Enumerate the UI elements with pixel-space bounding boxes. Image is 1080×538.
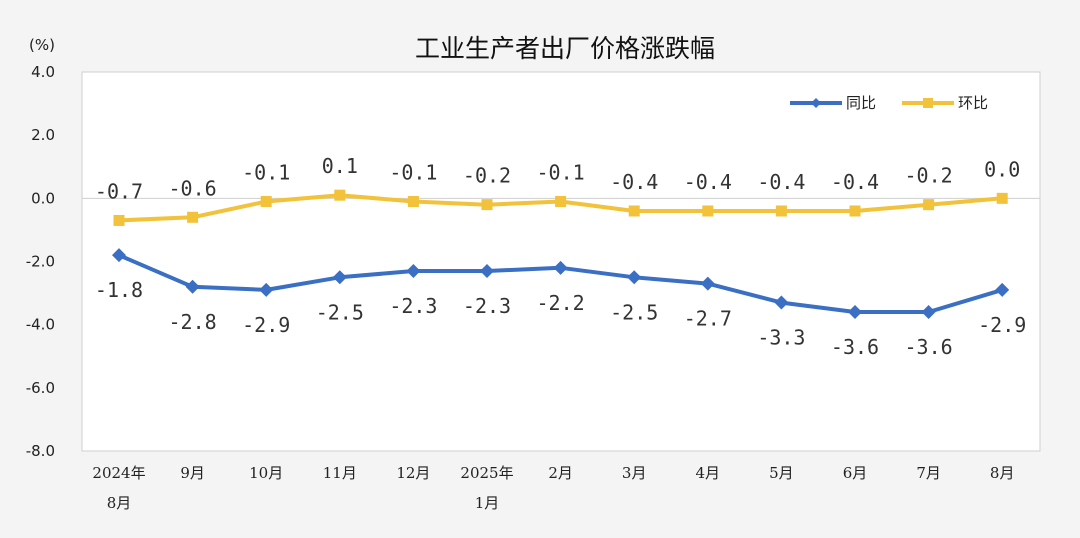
y-tick-label: -8.0 (26, 442, 55, 460)
y-tick-label: 4.0 (31, 63, 55, 81)
data-label: -3.6 (831, 335, 879, 359)
x-tick-label: 6月 (843, 464, 868, 482)
y-tick-label: -6.0 (26, 379, 55, 397)
data-point (628, 205, 640, 217)
data-label: -0.2 (463, 164, 511, 188)
data-point (848, 305, 862, 320)
unit-label: (%) (29, 36, 55, 54)
data-label-layer: -0.7 -0.6 -0.1 0.1 -0.1 -0.2 -0.1 -0.4 -0.4 -0.4 -… (95, 154, 1026, 359)
x-tick-label: 9月 (180, 464, 205, 482)
data-point (260, 195, 272, 207)
x-tick-label: 11月 (323, 464, 357, 482)
x-tick-label: 12月 (396, 464, 430, 482)
data-label: -3.3 (757, 326, 805, 350)
data-label: -0.1 (242, 160, 290, 184)
data-label: -0.6 (169, 176, 217, 200)
x-tick-label: 3月 (622, 464, 647, 482)
y-tick-label: -4.0 (26, 316, 55, 334)
data-point (481, 199, 493, 211)
x-tick-label: 2024年 8月 (92, 464, 145, 512)
data-point (996, 192, 1008, 204)
y-tick-label: 0.0 (31, 189, 55, 207)
data-point (849, 205, 861, 217)
data-point (406, 263, 421, 278)
data-point (113, 214, 125, 226)
x-tick-label: 2月 (548, 464, 573, 482)
legend: 同比 环比 (790, 94, 988, 112)
legend-label: 环比 (958, 94, 988, 112)
data-point (775, 205, 787, 217)
data-label: -0.7 (95, 179, 143, 203)
data-label: -0.2 (905, 164, 953, 188)
data-label: -2.9 (242, 313, 290, 337)
data-label: -2.3 (463, 294, 511, 318)
legend-marker (923, 98, 933, 108)
data-point (112, 248, 126, 263)
data-point (259, 282, 274, 297)
data-point (995, 282, 1010, 297)
data-point (553, 260, 568, 275)
data-label: -2.2 (537, 291, 585, 315)
data-point (702, 205, 714, 217)
y-axis: 4.0 2.0 0.0 -2.0 -4.0 -6.0 -8.0 (26, 63, 55, 460)
data-label: -2.3 (389, 294, 437, 318)
legend-marker (811, 98, 821, 108)
x-tick-label: 10月 (249, 464, 283, 482)
x-tick-label: 2025年 1月 (460, 464, 513, 512)
legend-label: 同比 (846, 94, 876, 112)
data-point (332, 270, 347, 285)
x-tick-label: 8月 (990, 464, 1015, 482)
data-label: -3.6 (905, 335, 953, 359)
data-label: -0.4 (757, 170, 805, 194)
data-label: -0.4 (610, 170, 658, 194)
data-label: -0.1 (537, 160, 585, 184)
data-label: -0.4 (684, 170, 732, 194)
x-axis: 2024年 8月 9月 10月 11月 12月 2025年 1月 2月 3月 4月 5月 6月 7月 8月 (92, 464, 1014, 512)
data-label: -2.7 (684, 307, 732, 331)
data-point (774, 295, 789, 310)
data-label: -0.1 (389, 160, 437, 184)
data-point (480, 263, 494, 278)
data-point (700, 276, 715, 291)
data-label: -1.8 (95, 278, 143, 302)
series-layer (112, 189, 1010, 320)
data-label: -2.5 (316, 300, 364, 324)
data-point (627, 270, 642, 285)
data-point (555, 195, 567, 207)
data-label: -2.8 (169, 310, 217, 334)
data-point (921, 305, 936, 320)
y-tick-label: 2.0 (31, 126, 55, 144)
data-label: -2.9 (978, 313, 1026, 337)
x-tick-label: 7月 (916, 464, 941, 482)
data-point (407, 195, 419, 207)
chart-title: 工业生产者出厂价格涨跌幅 (415, 34, 715, 63)
data-label: -2.5 (610, 300, 658, 324)
x-tick-label: 4月 (696, 464, 721, 482)
x-tick-label: 5月 (769, 464, 794, 482)
data-point (923, 199, 935, 211)
data-point (334, 189, 346, 201)
data-point (187, 211, 199, 223)
data-point (185, 279, 200, 294)
y-tick-label: -2.0 (26, 253, 55, 271)
data-label: 0.0 (984, 157, 1020, 181)
data-label: -0.4 (831, 170, 879, 194)
data-label: 0.1 (322, 154, 358, 178)
